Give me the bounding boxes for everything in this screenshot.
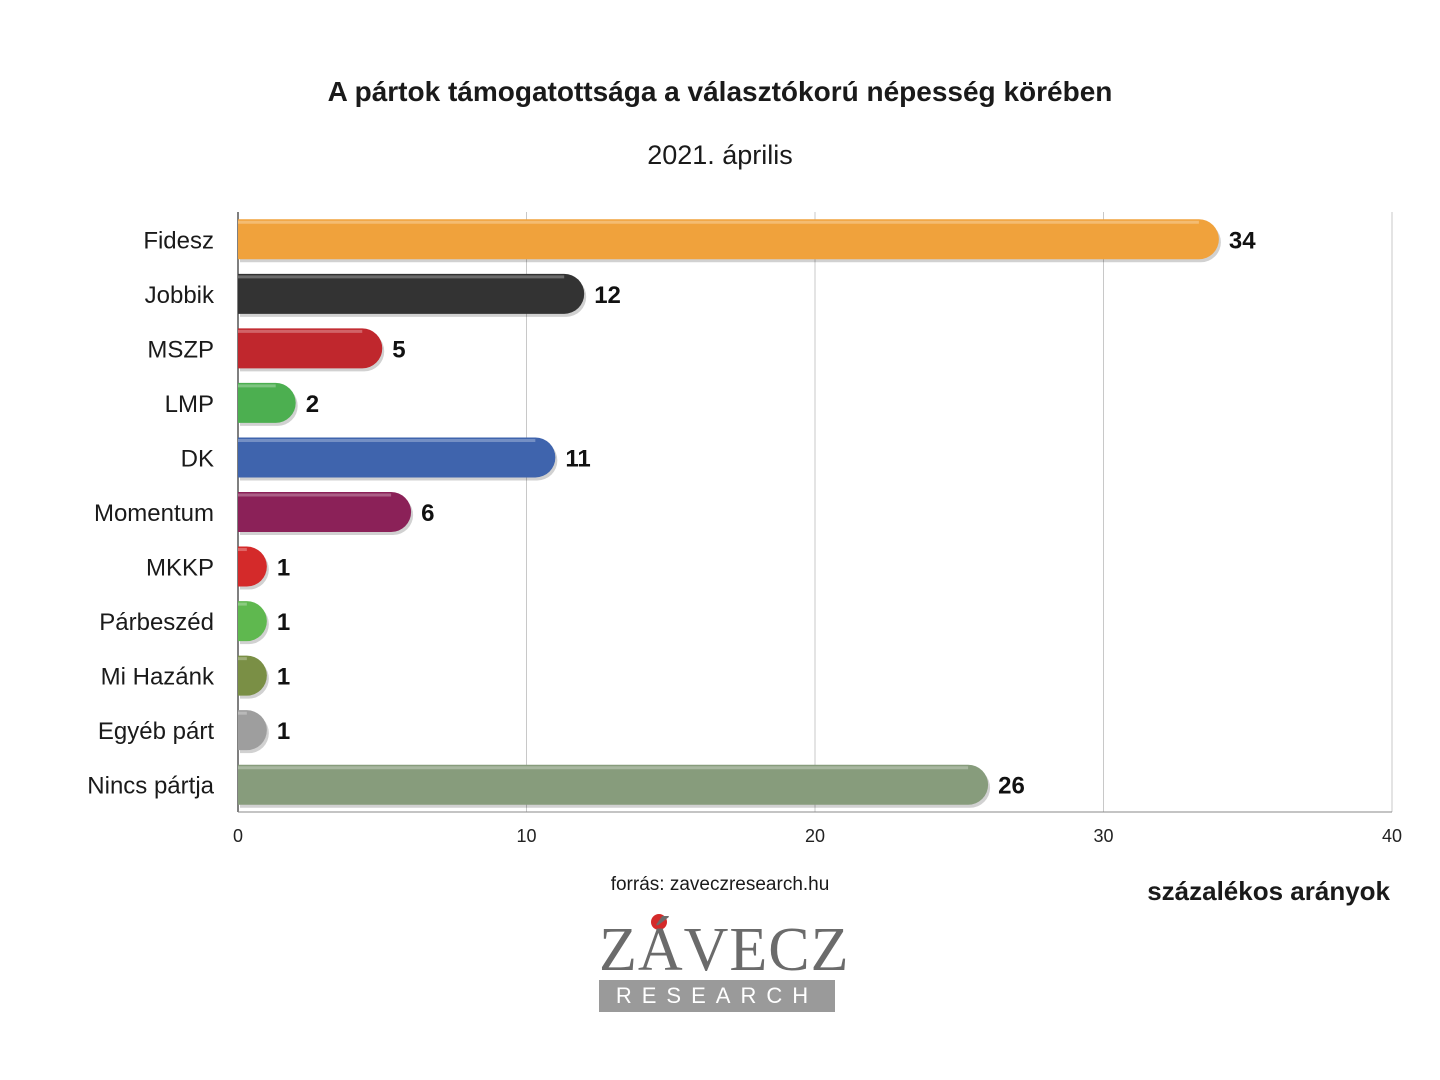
logo-dot: [651, 914, 667, 930]
data-label: 26: [998, 773, 1025, 800]
x-tick-label: 10: [516, 826, 536, 846]
bar-dk: [238, 437, 556, 478]
category-label: Momentum: [94, 500, 214, 527]
category-label: DK: [181, 445, 214, 472]
category-label: MKKP: [146, 555, 214, 582]
category-label: Jobbik: [145, 282, 215, 309]
chart-subtitle: 2021. április: [647, 140, 793, 170]
zavecz-research-logo: ZÁVECZ RESEARCH: [599, 914, 850, 1014]
bar-nincs-pártja: [238, 764, 989, 805]
bar-mi-hazánk: [238, 655, 267, 696]
data-label: 1: [277, 664, 290, 691]
category-label: Mi Hazánk: [101, 664, 215, 691]
bar-egyéb-párt: [238, 710, 267, 751]
data-label: 6: [421, 500, 434, 527]
category-label: Fidesz: [143, 227, 214, 254]
x-tick-label: 40: [1382, 826, 1402, 846]
category-label: Egyéb párt: [98, 718, 214, 745]
data-label: 1: [277, 718, 290, 745]
logo-wordmark: ZÁVECZ: [599, 916, 850, 984]
category-label: MSZP: [147, 336, 214, 363]
bar-mkkp: [238, 546, 267, 587]
source-note: forrás: zaveczresearch.hu: [610, 874, 830, 895]
data-label: 2: [306, 391, 319, 418]
data-label: 34: [1229, 227, 1256, 254]
x-tick-label: 20: [805, 826, 825, 846]
bar-jobbik: [238, 273, 585, 314]
data-label: 1: [277, 555, 290, 582]
bar-párbeszéd: [238, 601, 267, 642]
logo-band: RESEARCH: [599, 980, 835, 1012]
bar-fidesz: [238, 219, 1219, 260]
bar-mszp: [238, 328, 383, 369]
data-label: 5: [392, 336, 405, 363]
category-label: LMP: [165, 391, 214, 418]
x-axis-label: százalékos arányok: [1147, 876, 1390, 906]
category-label: Párbeszéd: [99, 609, 214, 636]
category-label: Nincs pártja: [87, 773, 214, 800]
bar-momentum: [238, 492, 412, 532]
data-label: 11: [565, 445, 590, 472]
x-tick-label: 30: [1093, 826, 1113, 846]
x-tick-label: 0: [233, 826, 243, 846]
chart-title: A pártok támogatottsága a választókorú n…: [327, 76, 1113, 107]
data-label: 1: [277, 609, 290, 636]
data-label: 12: [594, 282, 621, 309]
bar-lmp: [238, 382, 296, 423]
